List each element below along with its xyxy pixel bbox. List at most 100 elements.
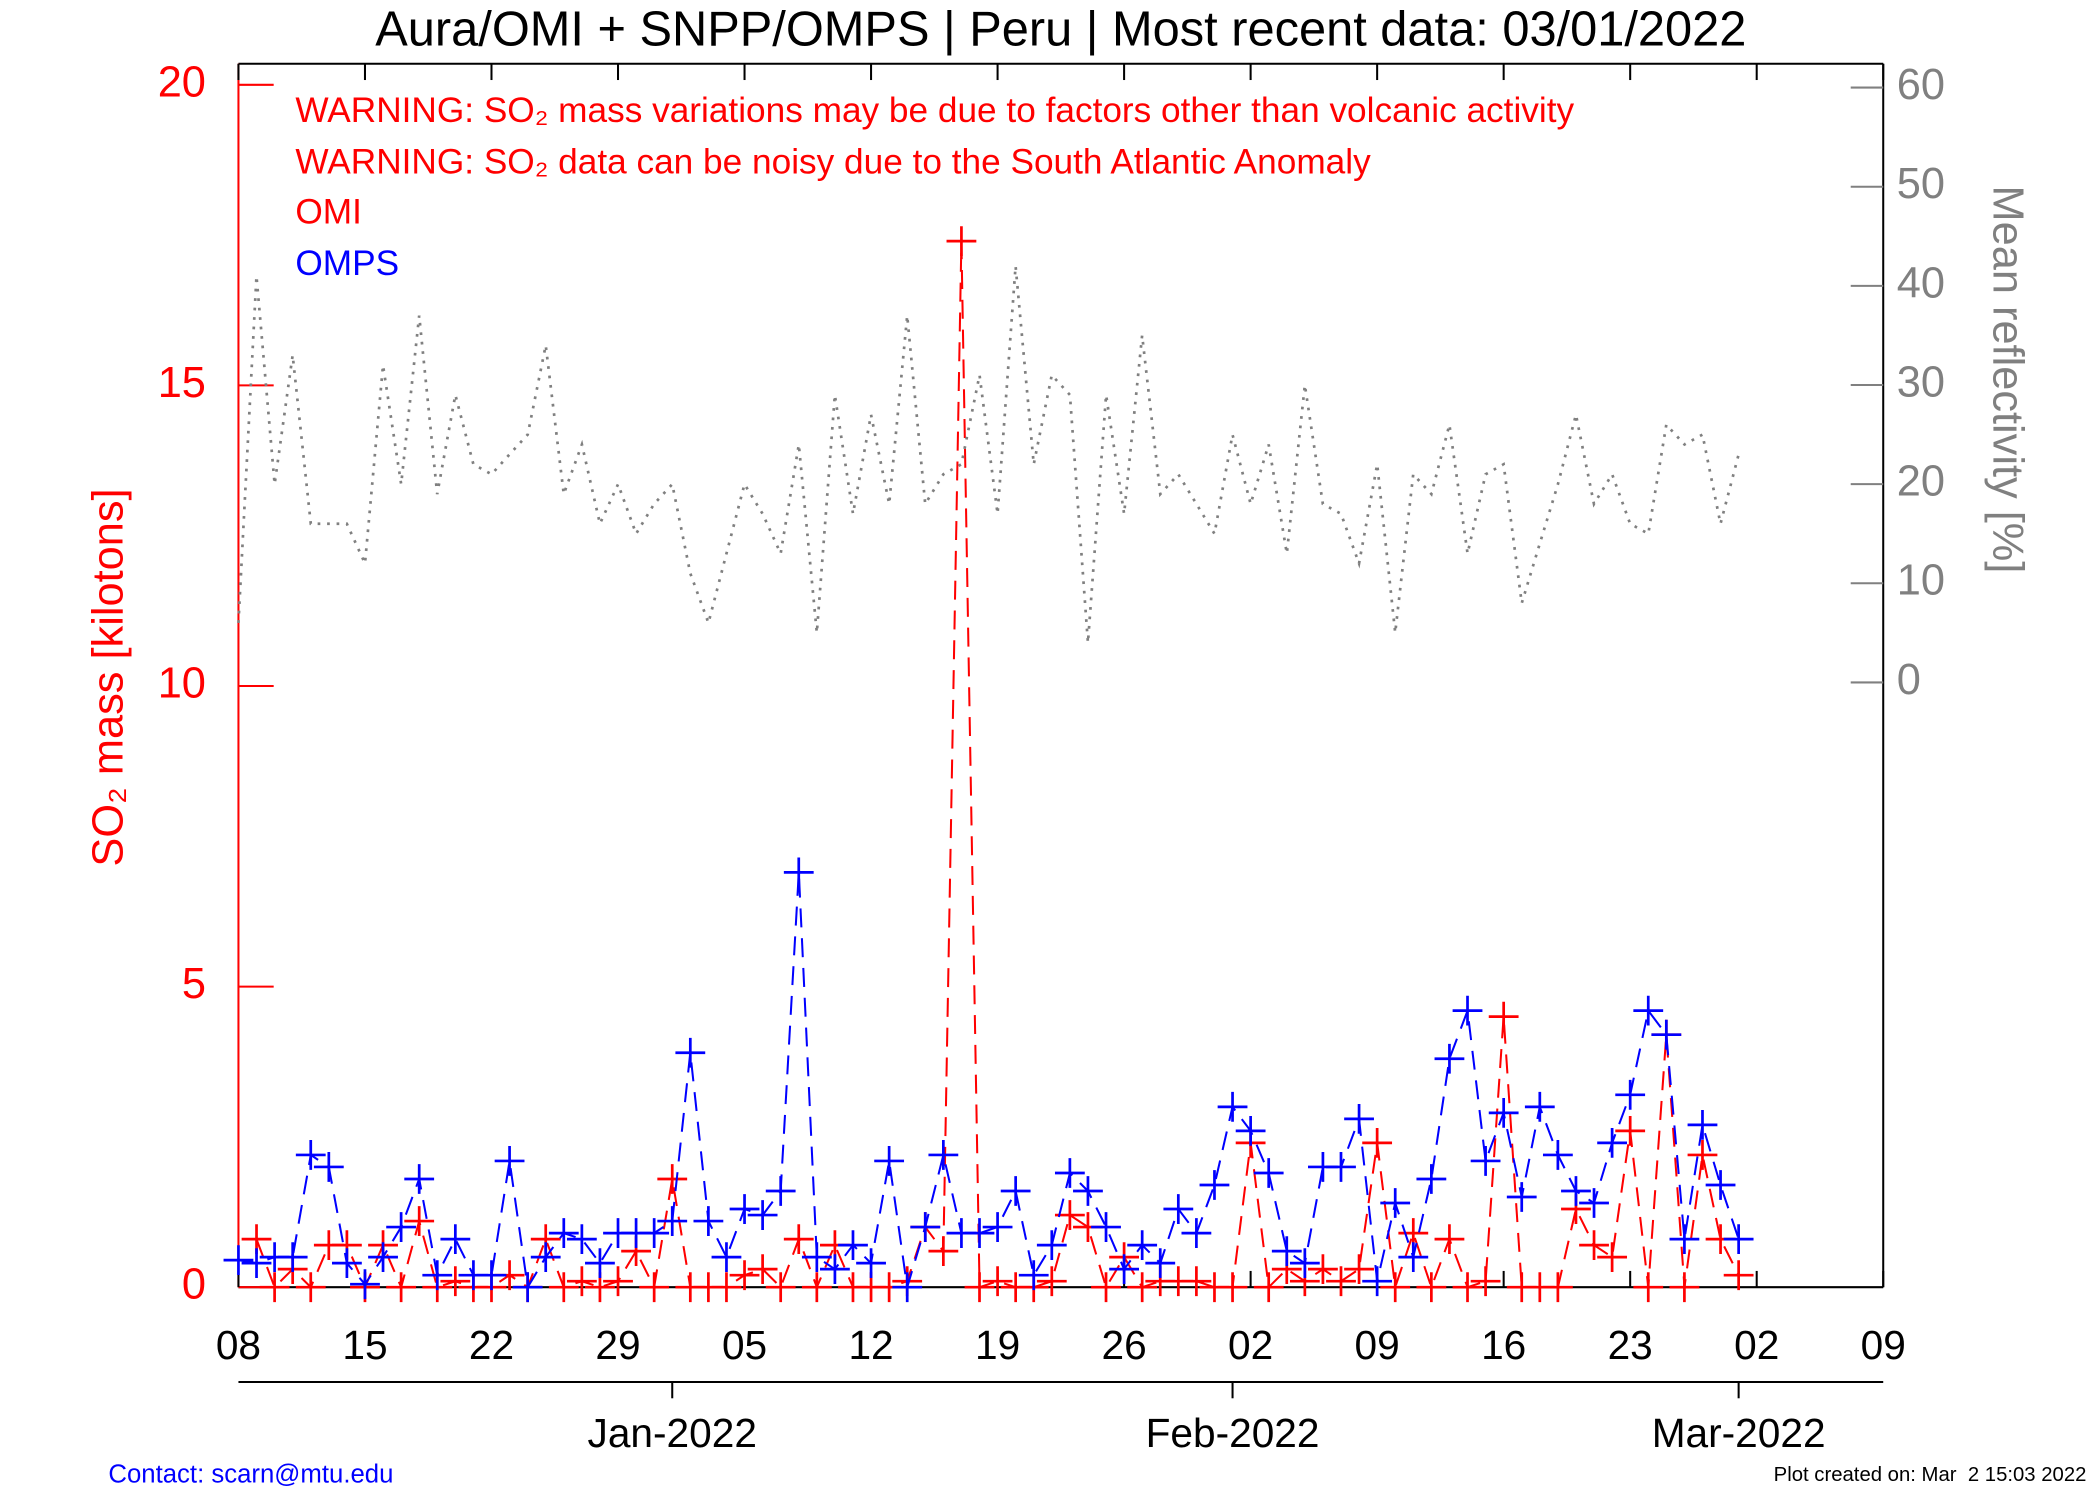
point-marker	[765, 1272, 796, 1303]
point-marker	[368, 1242, 398, 1273]
point-marker	[1344, 1103, 1374, 1134]
point-marker	[747, 1254, 778, 1285]
point-marker	[1416, 1164, 1447, 1194]
point-marker	[1615, 1115, 1646, 1146]
point-marker	[1000, 1176, 1031, 1206]
point-marker	[1705, 1170, 1736, 1200]
point-marker	[1380, 1272, 1411, 1303]
point-marker	[295, 1272, 326, 1303]
point-marker	[1633, 995, 1664, 1026]
legend-label: OMPS	[295, 244, 399, 283]
point-marker	[350, 1269, 380, 1300]
point-marker	[711, 1242, 742, 1273]
month-label: Jan-2022	[588, 1410, 757, 1456]
y-tick-label: 15	[158, 359, 206, 407]
y2-tick-label: 40	[1897, 259, 1945, 307]
y2-axis-label: Mean reflectivity [%]	[1984, 186, 2032, 574]
point-marker	[783, 1224, 814, 1255]
point-marker	[1723, 1260, 1754, 1291]
point-marker	[1651, 1019, 1682, 1050]
x-tick-label: 16	[1481, 1322, 1526, 1368]
point-marker	[892, 1272, 923, 1303]
point-marker	[1091, 1272, 1121, 1303]
y-tick-label: 20	[158, 58, 206, 106]
point-marker	[1145, 1248, 1176, 1279]
point-marker	[1380, 1188, 1411, 1218]
point-marker	[1488, 1097, 1519, 1128]
point-marker	[1669, 1272, 1700, 1303]
point-marker	[1579, 1230, 1609, 1261]
y2-tick-label: 30	[1897, 358, 1945, 406]
x-tick-label: 26	[1102, 1322, 1147, 1368]
y-tick-label: 10	[158, 659, 206, 707]
point-marker	[964, 1272, 995, 1303]
point-marker	[1326, 1152, 1356, 1182]
point-marker	[1597, 1242, 1628, 1273]
point-marker	[874, 1146, 905, 1176]
point-marker	[1253, 1158, 1284, 1188]
point-marker	[603, 1266, 633, 1297]
warning: WARNING: SO₂ data can be noisy due to th…	[295, 142, 1371, 181]
series-line	[237, 265, 1740, 643]
point-marker	[1542, 1272, 1573, 1303]
point-marker	[1597, 1128, 1628, 1158]
point-marker	[494, 1146, 525, 1176]
point-marker	[657, 1206, 688, 1236]
point-marker	[946, 226, 977, 257]
x-tick-label: 15	[342, 1322, 387, 1368]
x-tick-label: 23	[1608, 1322, 1653, 1368]
point-marker	[820, 1254, 850, 1285]
point-marker	[693, 1206, 724, 1236]
y2-tick-label: 10	[1897, 557, 1945, 605]
point-marker	[1488, 1001, 1519, 1032]
point-marker	[1452, 1272, 1483, 1303]
point-marker	[1416, 1272, 1447, 1303]
point-marker	[1109, 1254, 1140, 1285]
point-marker	[1036, 1230, 1067, 1261]
point-marker	[1615, 1079, 1646, 1110]
point-marker	[548, 1272, 579, 1303]
point-marker	[476, 1260, 507, 1291]
point-marker	[1524, 1091, 1555, 1122]
point-marker	[1561, 1176, 1591, 1206]
x-tick-label: 05	[722, 1322, 767, 1368]
point-marker	[856, 1248, 886, 1279]
point-marker	[1506, 1182, 1537, 1212]
series-line	[238, 872, 1740, 1291]
point-marker	[440, 1224, 471, 1255]
point-marker	[259, 1272, 290, 1303]
point-marker	[1452, 995, 1483, 1026]
point-marker	[1687, 1109, 1718, 1140]
point-marker	[675, 1037, 706, 1068]
point-marker	[566, 1224, 597, 1255]
point-marker	[1308, 1254, 1338, 1285]
point-marker	[1434, 1224, 1465, 1255]
point-marker	[729, 1194, 760, 1224]
x-tick-label: 19	[975, 1322, 1020, 1368]
point-marker	[1723, 1224, 1754, 1255]
point-marker	[548, 1218, 579, 1248]
point-marker	[928, 1140, 959, 1170]
point-marker	[1289, 1248, 1320, 1279]
point-marker	[783, 857, 814, 888]
point-marker	[277, 1242, 308, 1273]
point-marker	[1054, 1158, 1085, 1188]
x-tick-label: 09	[1355, 1322, 1400, 1368]
y-tick-label: 0	[182, 1261, 206, 1309]
point-marker	[1633, 1272, 1664, 1303]
warning: WARNING: SO₂ mass variations may be due …	[295, 91, 1574, 130]
point-marker	[657, 1164, 688, 1194]
point-marker	[1073, 1176, 1103, 1206]
series-line	[255, 241, 1740, 1291]
x-tick-label: 12	[848, 1322, 893, 1368]
point-marker	[440, 1266, 471, 1297]
point-marker	[313, 1152, 344, 1182]
point-marker	[331, 1248, 362, 1279]
point-marker	[1018, 1260, 1049, 1291]
point-marker	[422, 1260, 453, 1291]
point-marker	[404, 1206, 435, 1236]
point-marker	[1470, 1266, 1501, 1297]
point-marker	[1217, 1091, 1248, 1122]
point-marker	[711, 1272, 742, 1303]
point-marker	[566, 1266, 597, 1297]
